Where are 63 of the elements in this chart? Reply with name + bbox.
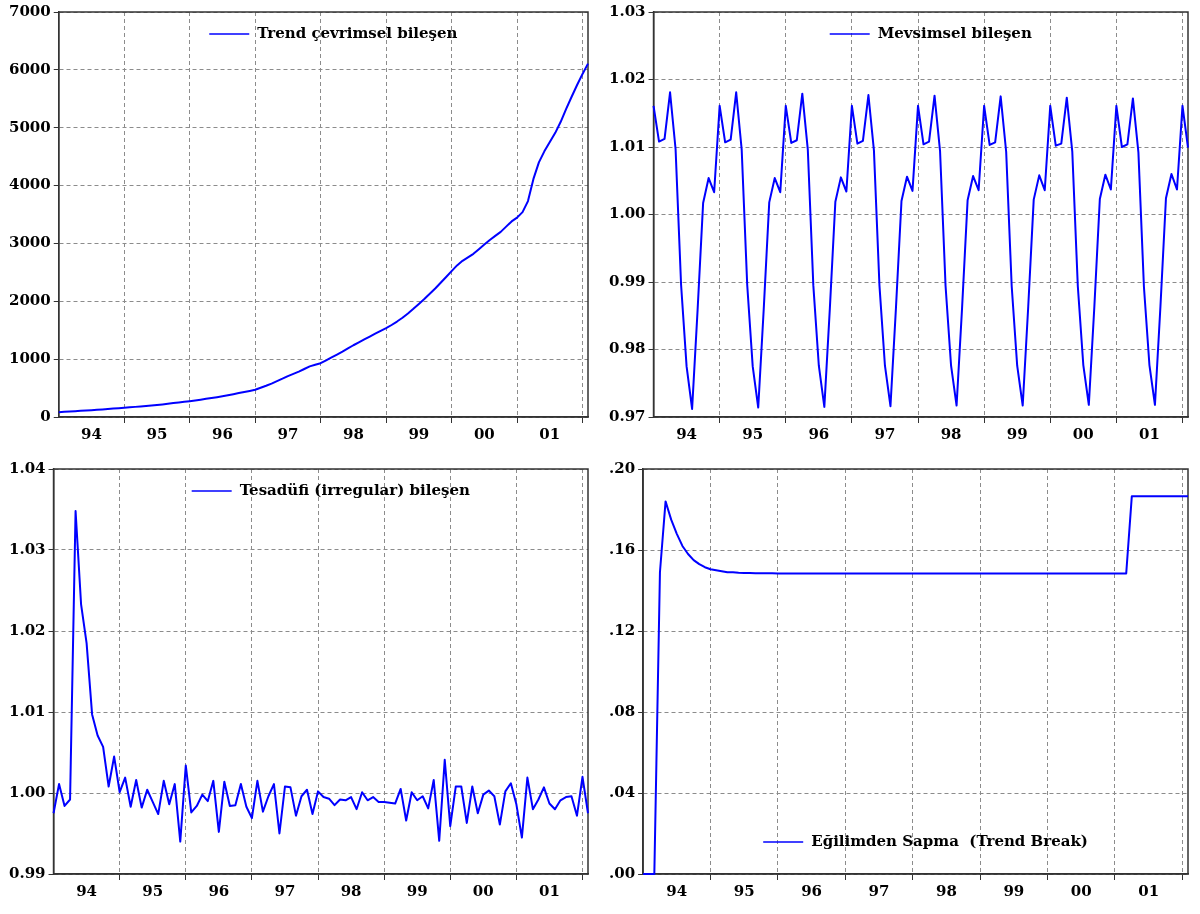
x-tick-label: 94 — [76, 881, 98, 900]
y-tick-label: 0.99 — [608, 271, 646, 290]
x-tick-label: 00 — [472, 881, 494, 900]
y-tick-label: 1.01 — [608, 136, 646, 155]
x-tick-label: 95 — [742, 424, 764, 443]
y-tick-label: 7000 — [9, 1, 51, 20]
y-tick-label: 1.00 — [608, 204, 646, 223]
legend-label: Tesadüfi (irregular) bileşen — [239, 480, 470, 499]
x-tick-label: 96 — [808, 424, 830, 443]
x-tick-label: 00 — [1070, 881, 1092, 900]
x-tick-label: 01 — [1138, 424, 1160, 443]
x-tick-label: 00 — [473, 424, 495, 443]
x-tick-label: 96 — [208, 881, 230, 900]
x-tick-label: 96 — [801, 881, 823, 900]
y-tick-label: 1.04 — [8, 458, 46, 477]
x-tick-label: 94 — [666, 881, 688, 900]
x-tick-label: 97 — [868, 881, 890, 900]
y-tick-label: 1.02 — [8, 620, 46, 639]
y-tick-label: .20 — [608, 458, 636, 477]
y-tick-label: 4000 — [9, 175, 51, 194]
y-tick-label: 3000 — [9, 233, 51, 252]
legend-label: Mevsimsel bileşen — [877, 23, 1032, 42]
x-tick-label: 95 — [142, 881, 164, 900]
y-tick-label: .04 — [608, 782, 636, 801]
y-tick-label: 1.01 — [8, 701, 46, 720]
y-tick-label: 1.02 — [608, 69, 646, 88]
x-tick-label: 97 — [277, 424, 299, 443]
legend-label: Trend çevrimsel bileşen — [257, 23, 458, 42]
x-tick-label: 96 — [212, 424, 233, 443]
y-tick-label: .16 — [608, 539, 636, 558]
x-tick-label: 01 — [538, 881, 560, 900]
y-tick-label: 0.97 — [608, 406, 646, 425]
y-tick-label: 0.98 — [608, 339, 646, 358]
x-tick-label: 01 — [539, 424, 561, 443]
x-tick-label: 98 — [340, 881, 362, 900]
x-tick-label: 01 — [1138, 881, 1160, 900]
x-tick-label: 95 — [733, 881, 755, 900]
y-tick-label: 2000 — [9, 291, 51, 310]
x-tick-label: 00 — [1072, 424, 1094, 443]
y-tick-label: .08 — [608, 701, 636, 720]
y-tick-label: .12 — [608, 620, 636, 639]
x-tick-label: 95 — [146, 424, 168, 443]
x-tick-label: 99 — [406, 881, 428, 900]
x-tick-label: 98 — [936, 881, 957, 900]
y-tick-label: 5000 — [9, 117, 51, 136]
x-tick-label: 99 — [408, 424, 430, 443]
x-tick-label: 94 — [676, 424, 698, 443]
y-tick-label: 1.03 — [608, 1, 646, 20]
x-tick-label: 94 — [81, 424, 102, 443]
x-tick-label: 99 — [1003, 881, 1025, 900]
x-tick-label: 97 — [274, 881, 296, 900]
y-tick-label: 0 — [40, 406, 51, 425]
x-tick-label: 98 — [940, 424, 962, 443]
y-tick-label: 0.99 — [8, 863, 46, 882]
legend-label: Eğilimden Sapma (Trend Break) — [811, 831, 1088, 850]
y-tick-label: 1.00 — [8, 782, 46, 801]
y-tick-label: 1.03 — [8, 539, 46, 558]
y-tick-label: .00 — [608, 863, 636, 882]
y-tick-label: 1000 — [9, 349, 51, 368]
y-tick-label: 6000 — [9, 59, 51, 78]
x-tick-label: 98 — [342, 424, 364, 443]
x-tick-label: 99 — [1006, 424, 1028, 443]
x-tick-label: 97 — [874, 424, 896, 443]
